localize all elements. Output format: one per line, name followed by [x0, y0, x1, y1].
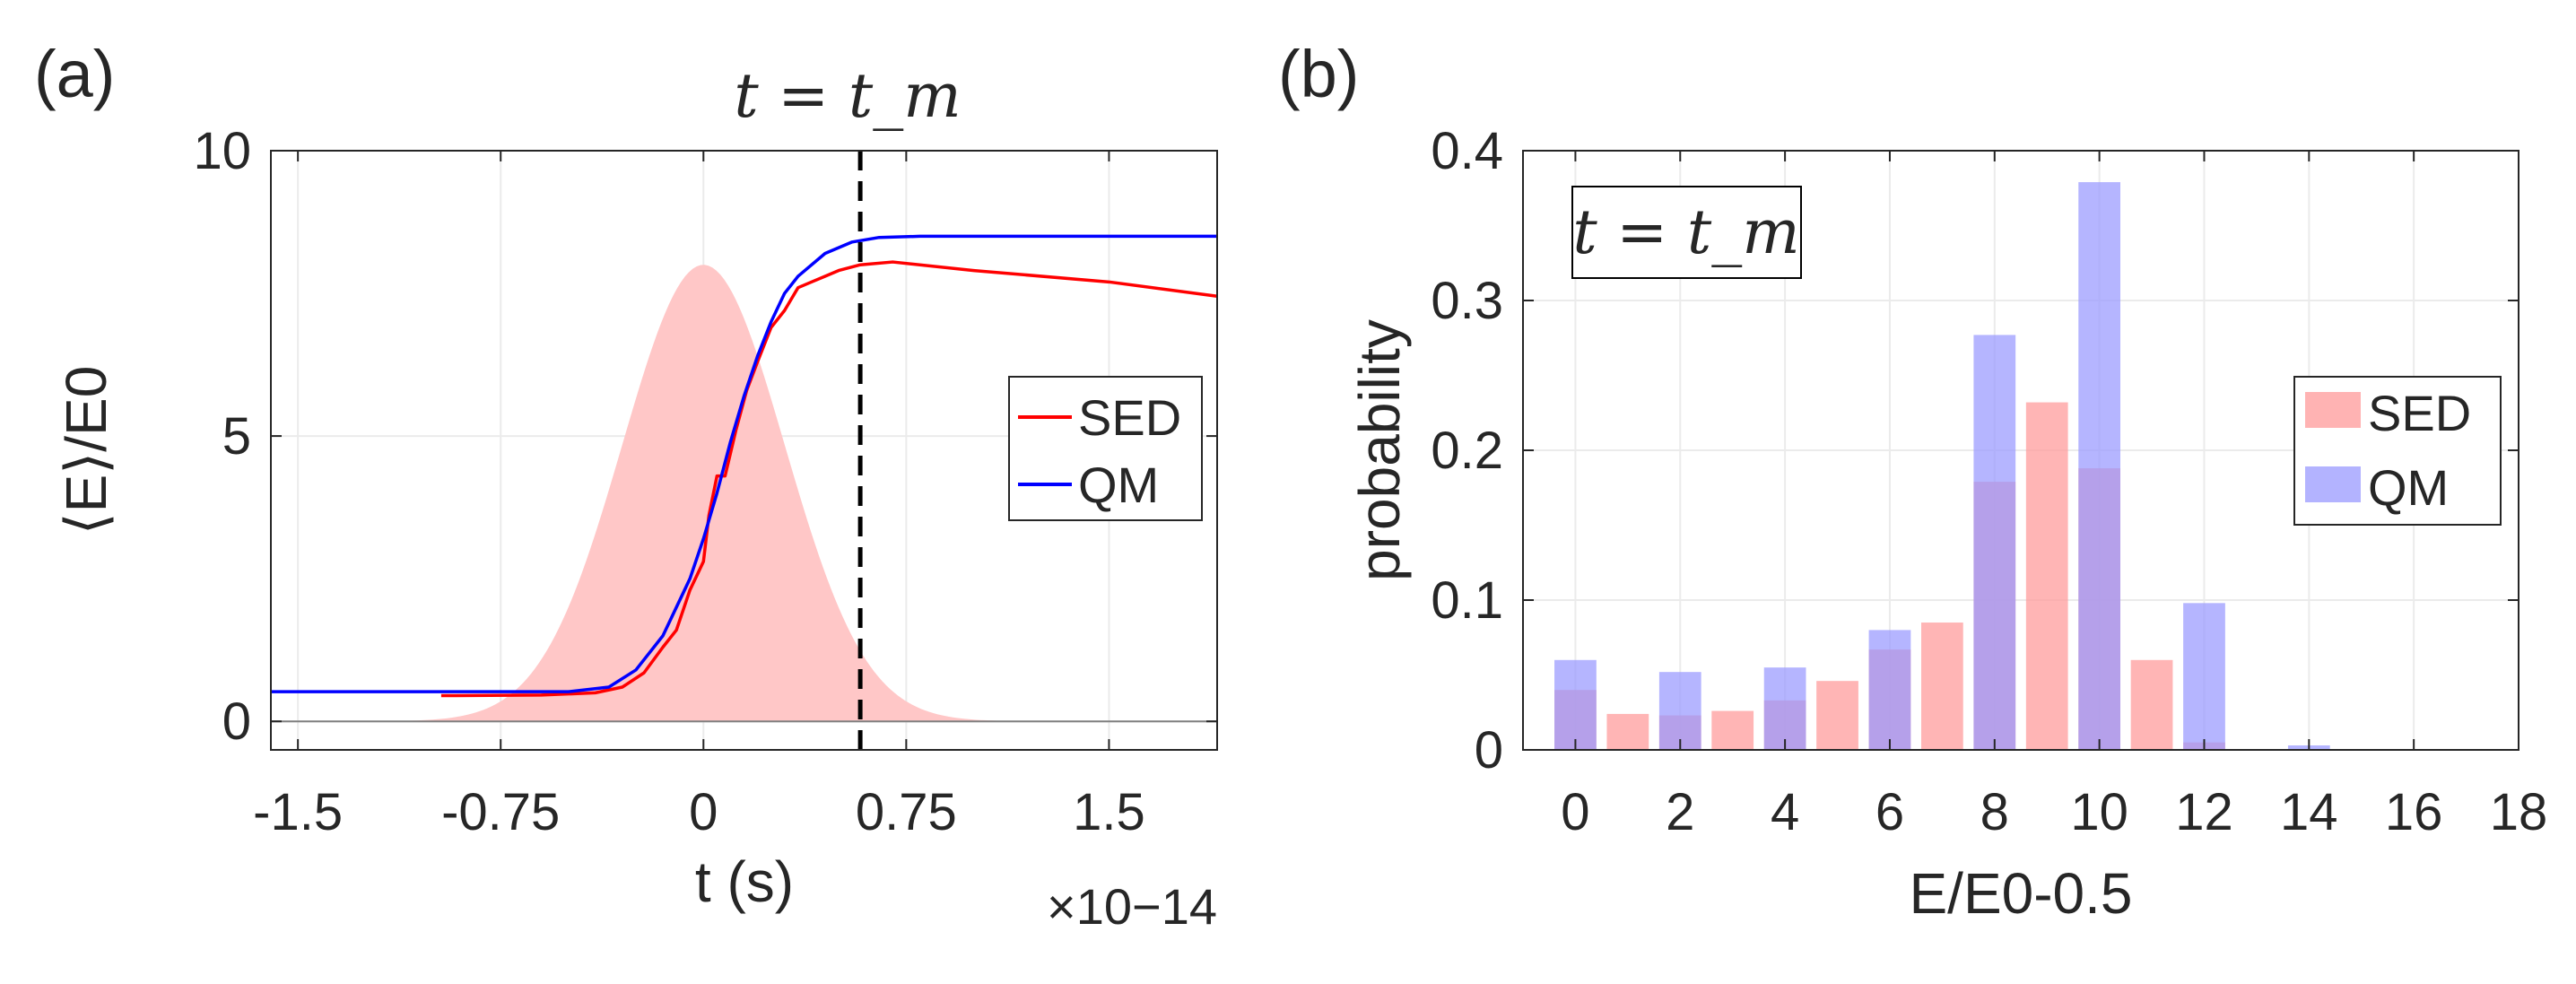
panel-b-y-ticks: 0 0.1 0.2 0.3 0.4: [1431, 122, 2519, 779]
bar-sed-11: [2130, 659, 2173, 750]
panel-b-y-tick-label: 0.2: [1431, 422, 1503, 480]
bar-qm-2: [1658, 672, 1701, 750]
legend-qm-label-b: QM: [2368, 459, 2449, 516]
panel-a-y-tick-label: 10: [193, 122, 251, 180]
panel-b-x-label: E/E0-0.5: [1909, 861, 2132, 926]
panel-a-y-tick-label: 5: [222, 407, 251, 466]
panel-a-x-tick-label: 0.75: [856, 783, 957, 841]
panel-b-x-tick-label: 4: [1771, 783, 1799, 841]
bar-sed-1: [1606, 713, 1649, 750]
bar-qm-6: [1868, 630, 1911, 750]
t-m-annotation: t = t_m: [734, 61, 961, 132]
panel-b-bars: [1554, 182, 2330, 750]
panel-b-y-tick-label: 0.4: [1431, 122, 1503, 180]
panel-a-x-tick-label: 1.5: [1073, 783, 1145, 841]
panel-a-legend-box: [1008, 376, 1203, 521]
panel-a-x-label: t (s): [695, 849, 794, 914]
panel-b-x-tick-label: 16: [2385, 783, 2443, 841]
legend-sed-label-b: SED: [2368, 385, 2471, 441]
panel-b-annotation-box: t = t_m: [1571, 186, 1802, 279]
bar-qm-12: [2183, 603, 2225, 750]
panel-b-x-tick-label: 6: [1875, 783, 1904, 841]
panel-b-x-tick-label: 0: [1561, 783, 1589, 841]
legend-qm-label: QM: [1078, 457, 1159, 513]
x-exponent: ×10−14: [1047, 878, 1217, 935]
panel-a-x-ticks: -1.5 -0.75 0 0.75 1.5: [253, 151, 1145, 841]
panel-a-y-ticks: 0 5 10: [193, 122, 1217, 751]
panel-b-y-tick-label: 0.1: [1431, 571, 1503, 630]
panel-b-annotation-frame: [1571, 186, 1802, 279]
panel-a-x-tick-label: 0: [689, 783, 718, 841]
pulse-envelope: [271, 265, 1217, 722]
panel-a-y-label: ⟨E⟩/E0: [54, 366, 118, 536]
bar-qm-8: [1973, 335, 2016, 750]
bar-sed-5: [1816, 681, 1858, 750]
bar-qm-0: [1554, 659, 1597, 750]
bar-qm-10: [2078, 182, 2120, 750]
panel-a-legend: SED QM: [1008, 376, 1203, 521]
bar-sed-7: [1921, 623, 1963, 750]
series-line-qm: [271, 234, 1217, 693]
panel-a-y-tick-label: 0: [222, 692, 251, 751]
panel-b-y-tick-label: 0.3: [1431, 272, 1503, 330]
panel-a-x-tick-label: -1.5: [253, 783, 343, 841]
panel-b-x-tick-label: 12: [2175, 783, 2233, 841]
panel-b-annotation: t = t_m: [1572, 197, 1799, 268]
panel-b-x-tick-label: 2: [1666, 783, 1694, 841]
bar-sed-3: [1711, 710, 1754, 750]
panel-b-x-tick-label: 18: [2490, 783, 2548, 841]
panel-a-label: (a): [34, 37, 115, 111]
bar-qm-4: [1763, 667, 1806, 750]
legend-sed-label: SED: [1078, 389, 1181, 446]
panel-b-y-label: probability: [1347, 319, 1412, 581]
panel-b-x-tick-label: 10: [2070, 783, 2128, 841]
bar-sed-9: [2025, 402, 2068, 750]
panel-b-label: (b): [1278, 37, 1359, 111]
panel-b-x-tick-label: 8: [1980, 783, 2009, 841]
panel-a-x-tick-label: -0.75: [441, 783, 560, 841]
panel-b-x-tick-label: 14: [2280, 783, 2338, 841]
legend-qm-swatch-b: [2305, 466, 2361, 502]
panel-b-y-tick-label: 0: [1475, 721, 1503, 779]
panel-b-x-ticks: 0 2 4 6 8 10 12 14 16 18: [1561, 151, 2547, 841]
panel-b: 0 2 4 6 8 10 12 14 16 18 0 0.1 0.2 0.3 0.4 (b) probab…: [1278, 37, 2547, 926]
legend-sed-swatch-b: [2305, 392, 2361, 428]
panel-a-axes-box: [270, 150, 1218, 751]
panel-b-legend: SED QM: [2293, 376, 2502, 526]
